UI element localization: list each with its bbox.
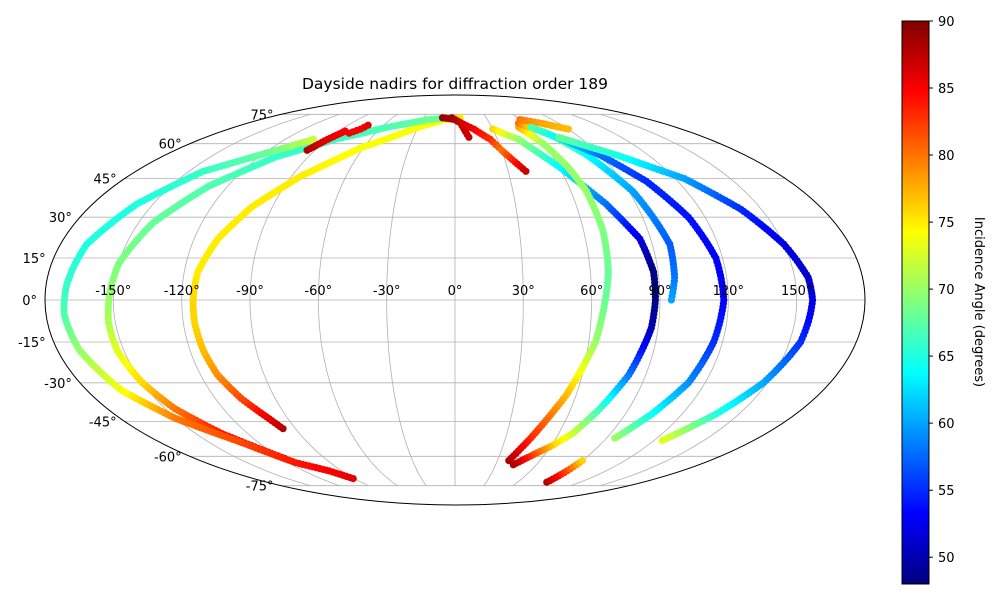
longitude-tick-label: -90° [236,284,264,299]
longitude-tick-label: 60° [580,284,603,299]
nadir-point [667,296,676,304]
latitude-tick-label: -45° [89,415,117,430]
colorbar-tick-label: 60 [938,417,955,432]
colorbar-tick-label: 80 [938,149,955,164]
longitude-tick-label: -120° [164,284,200,299]
meridian-line [483,114,524,486]
longitude-tick-label: -60° [304,284,332,299]
latitude-tick-label: 75° [250,108,273,123]
nadir-point [505,457,513,465]
meridian-line [599,113,798,487]
latitude-tick-label: 30° [49,211,72,226]
meridian-line [541,113,661,487]
nadir-point [309,135,317,143]
longitude-tick-label: 150° [781,284,812,299]
scatter-points [60,114,817,486]
meridian-line [317,113,398,487]
latitude-tick-label: -60° [154,450,182,465]
colorbar-tick-label: 90 [938,15,955,30]
colorbar-tick-label: 50 [938,551,955,566]
longitude-tick-labels: -150° -120° -90° -60° -30° 0° 30° 60° 90° 120° 150… [95,284,812,299]
nadir-point [522,167,530,175]
meridian-line [112,113,311,487]
longitude-tick-label: -30° [373,284,401,299]
latitude-tick-labels: 75° 60° 45° 30° 15° 0° -15° -30° -45° -60° -75° [18,108,274,494]
longitude-tick-label: -150° [95,284,131,299]
latitude-tick-label: 15° [23,252,46,267]
meridian-line [386,114,427,486]
latitude-tick-label: 0° [22,294,37,309]
graticule [45,113,865,487]
longitude-tick-label: 30° [512,284,535,299]
latitude-tick-label: -15° [18,336,46,351]
latitude-tick-label: 45° [94,173,117,188]
colorbar-tick-label: 85 [938,82,955,97]
longitude-tick-label: 0° [448,284,463,299]
colorbar-tick-label: 55 [938,484,955,499]
meridian-line [570,113,729,487]
map-boundary [44,94,866,506]
latitude-tick-label: 60° [159,138,182,153]
chart-title: Dayside nadirs for diffraction order 189 [302,75,608,93]
colorbar-tick-label: 65 [938,350,955,365]
longitude-tick-label: 120° [713,284,744,299]
nadir-point [465,133,473,141]
nadir-point [509,461,517,469]
colorbar-ticks: 50 55 60 65 70 75 80 85 90 [929,15,955,566]
colorbar-tick-label: 70 [938,283,955,298]
latitude-tick-label: -75° [246,480,274,495]
nadir-point [658,436,666,445]
nadir-point [564,125,572,133]
colorbar-label: Incidence Angle (degrees) [971,217,986,387]
longitude-tick-label: 90° [648,284,671,299]
colorbar [901,20,930,585]
nadir-point [611,434,619,442]
colorbar-tick-label: 75 [938,216,955,231]
nadir-point [578,457,587,465]
nadir-point [345,129,353,137]
latitude-tick-label: -30° [44,377,72,392]
meridian-line [249,113,369,487]
